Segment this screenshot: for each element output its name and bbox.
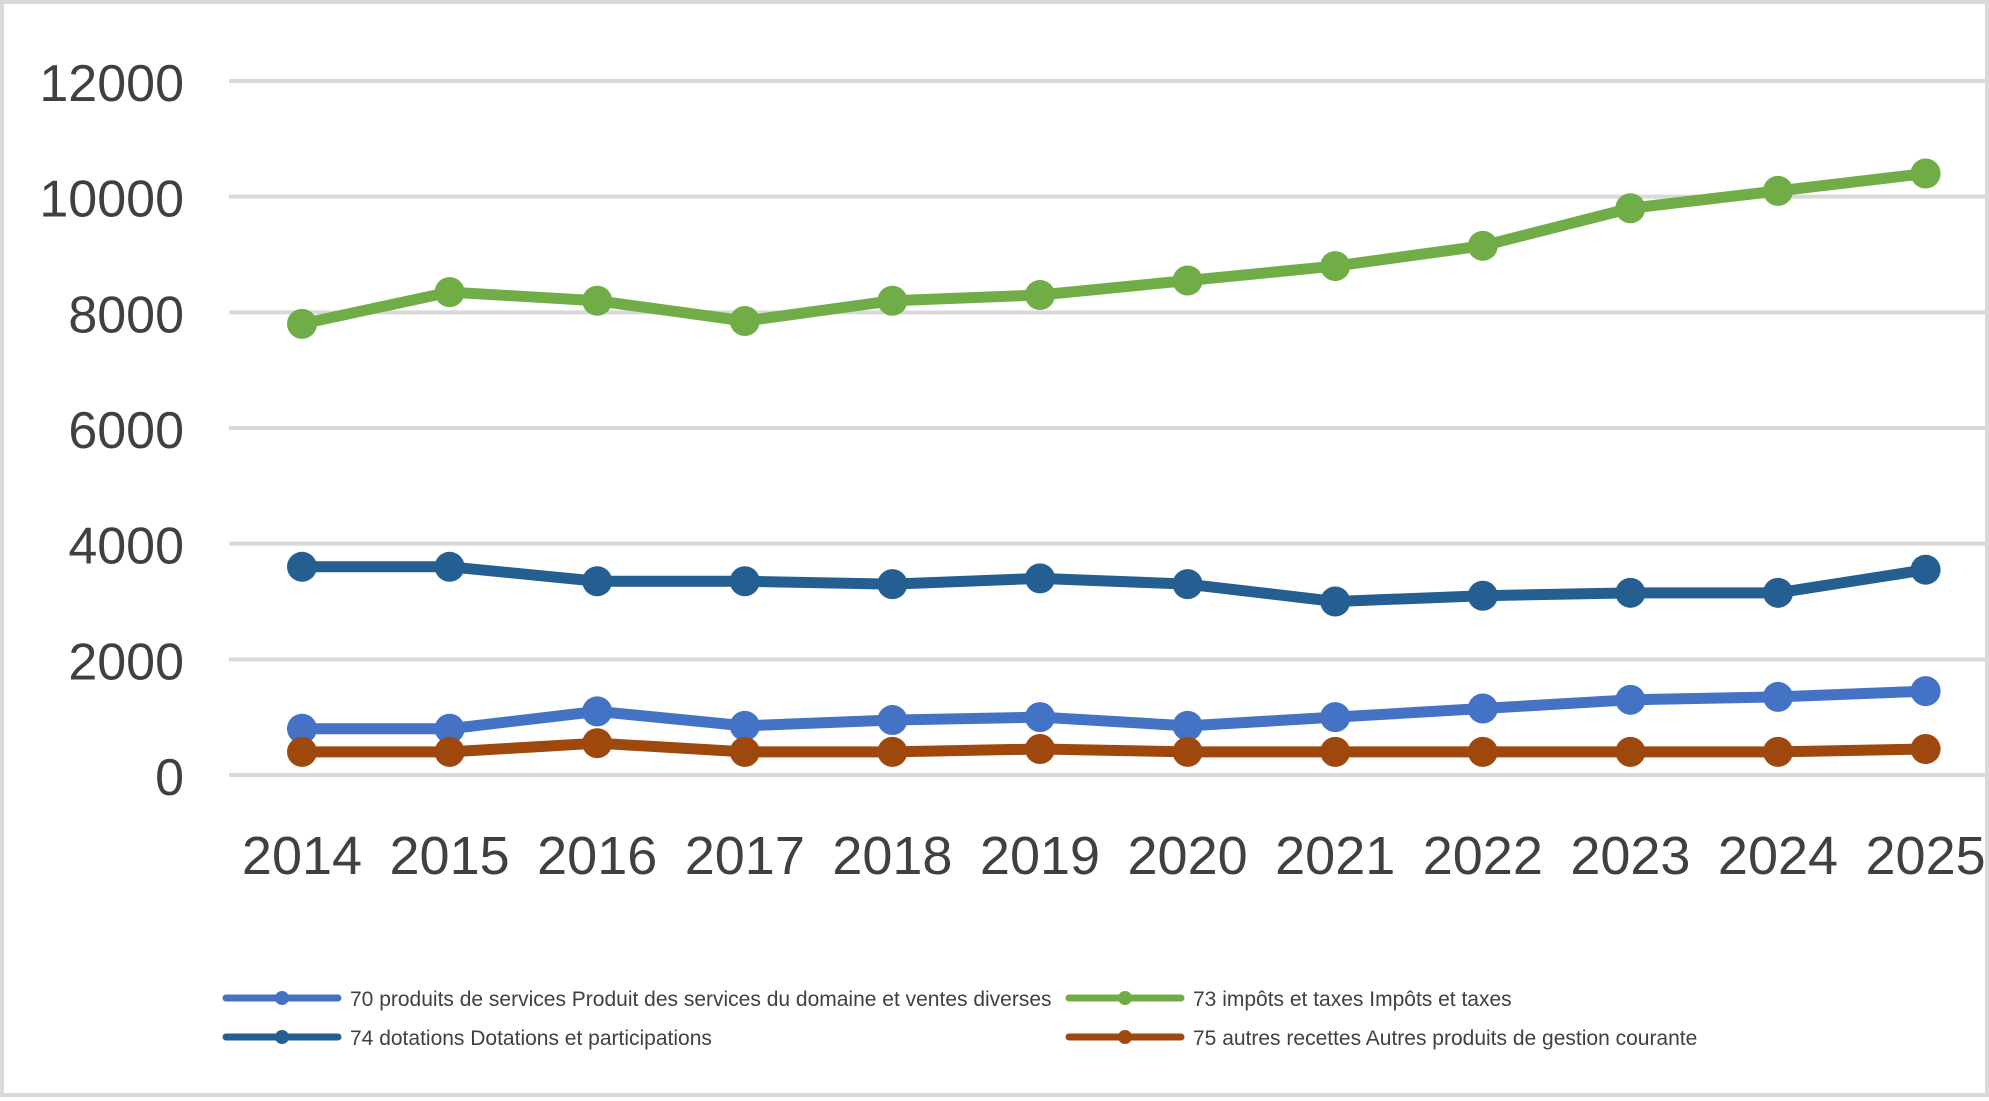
legend-entry-4: 75 autres recettes Autres produits de ge… <box>1065 1027 1697 1050</box>
series-3 <box>287 551 1941 617</box>
series-line <box>296 168 1932 330</box>
data-point <box>582 696 613 727</box>
legend-marker <box>275 1030 289 1044</box>
data-point <box>1615 193 1646 224</box>
series-4 <box>287 728 1941 767</box>
data-point <box>877 736 908 767</box>
series-line <box>296 561 1932 607</box>
legend-label: 75 autres recettes Autres produits de ge… <box>1193 1027 1697 1050</box>
data-point <box>1467 230 1498 261</box>
data-point <box>1320 736 1351 767</box>
data-point <box>729 566 760 597</box>
x-tick-label: 2023 <box>1570 826 1690 886</box>
data-point <box>1172 736 1203 767</box>
x-tick-label: 2014 <box>242 826 362 886</box>
x-tick-label: 2017 <box>685 826 805 886</box>
data-point <box>287 736 317 767</box>
data-point <box>729 736 760 767</box>
y-tick-label: 4000 <box>68 518 184 576</box>
x-tick-label: 2019 <box>980 826 1100 886</box>
legend: 70 produits de services Produit des serv… <box>222 988 1697 1050</box>
data-point <box>1763 736 1793 767</box>
data-point <box>877 285 908 316</box>
data-point <box>1910 158 1941 189</box>
data-point <box>582 566 613 597</box>
data-point <box>1320 251 1351 282</box>
data-point <box>434 713 465 744</box>
data-point <box>1467 693 1498 724</box>
data-point <box>582 285 613 316</box>
data-point <box>1910 554 1941 585</box>
y-tick-label: 2000 <box>68 633 184 691</box>
series-line <box>296 737 1932 758</box>
legend-entry-2: 73 impôts et taxes Impôts et taxes <box>1065 988 1512 1011</box>
legend-label: 73 impôts et taxes Impôts et taxes <box>1193 988 1512 1011</box>
data-point <box>1025 563 1055 594</box>
data-point <box>1910 733 1941 764</box>
data-point <box>434 551 465 582</box>
data-point <box>729 710 760 741</box>
legend-label: 70 produits de services Produit des serv… <box>350 988 1052 1011</box>
gridlines <box>229 79 1989 777</box>
y-tick-label: 6000 <box>68 402 184 460</box>
legend-label: 74 dotations Dotations et participations <box>350 1027 712 1050</box>
series-2 <box>287 158 1941 339</box>
data-point <box>877 705 908 736</box>
y-tick-label: 10000 <box>39 171 184 229</box>
legend-entry-3: 74 dotations Dotations et participations <box>222 1027 712 1050</box>
data-point <box>1172 710 1203 741</box>
data-point <box>1763 175 1793 206</box>
data-point <box>1025 279 1055 310</box>
data-point <box>1467 736 1498 767</box>
series-1 <box>287 676 1941 744</box>
legend-entry-1: 70 produits de services Produit des serv… <box>222 988 1052 1011</box>
data-point <box>434 277 465 308</box>
x-tick-label: 2015 <box>390 826 510 886</box>
data-point <box>1467 580 1498 611</box>
series-line <box>296 685 1932 735</box>
data-point <box>434 736 465 767</box>
data-point <box>1025 702 1055 733</box>
x-axis-ticks: 2014 2015 2016 2017 2018 2019 2020 2021 2022 2023… <box>242 826 1986 886</box>
data-point <box>287 713 317 744</box>
line-chart: 0 2000 4000 6000 8000 10000 12000 2014 2015 2016… <box>39 55 1989 1050</box>
x-tick-label: 2018 <box>832 826 952 886</box>
data-point <box>1910 676 1941 707</box>
data-point <box>1320 586 1351 617</box>
data-point <box>1763 681 1793 712</box>
x-tick-label: 2025 <box>1866 826 1986 886</box>
data-point <box>1320 702 1351 733</box>
y-axis-ticks: 0 2000 4000 6000 8000 10000 12000 <box>39 55 184 807</box>
data-point <box>1172 569 1203 600</box>
data-point <box>1615 684 1646 715</box>
data-point <box>1172 265 1203 296</box>
series-group <box>287 158 1941 767</box>
x-tick-label: 2024 <box>1718 826 1838 886</box>
legend-marker <box>1118 1030 1132 1044</box>
data-point <box>287 551 317 582</box>
y-tick-label: 0 <box>155 749 184 807</box>
data-point <box>1615 577 1646 608</box>
x-tick-label: 2020 <box>1128 826 1248 886</box>
legend-marker <box>1118 991 1132 1005</box>
legend-marker <box>275 991 289 1005</box>
data-point <box>1025 733 1055 764</box>
data-point <box>582 728 613 759</box>
x-tick-label: 2022 <box>1423 826 1543 886</box>
y-tick-label: 12000 <box>39 55 184 113</box>
y-tick-label: 8000 <box>68 286 184 344</box>
data-point <box>729 306 760 337</box>
data-point <box>877 569 908 600</box>
data-point <box>1615 736 1646 767</box>
x-tick-label: 2021 <box>1275 826 1395 886</box>
data-point <box>1763 577 1793 608</box>
data-point <box>287 308 317 339</box>
x-tick-label: 2016 <box>537 826 657 886</box>
